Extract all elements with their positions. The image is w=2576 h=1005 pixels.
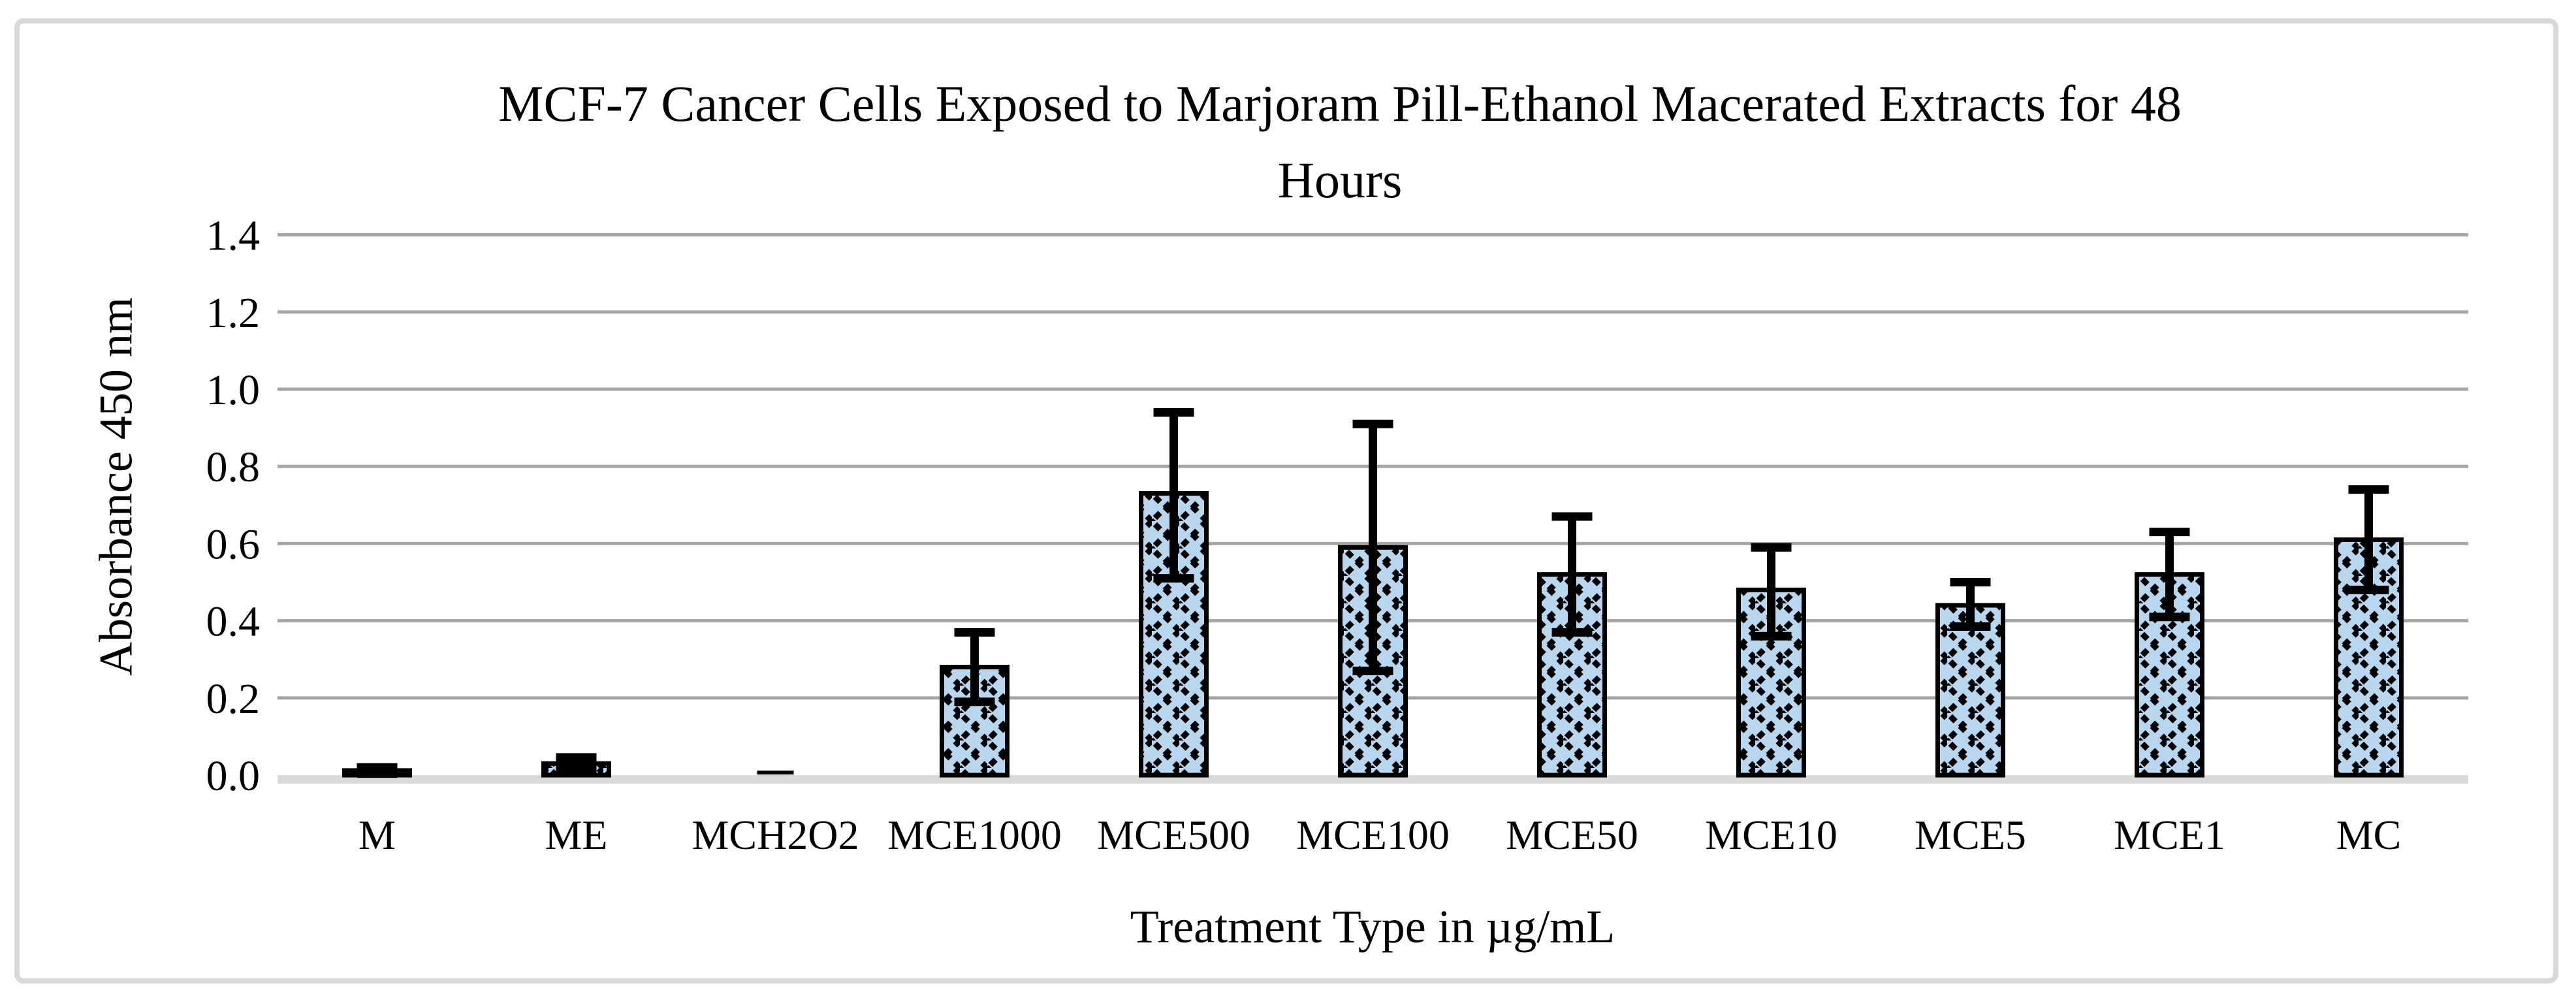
chart-title-line2: Hours: [1277, 152, 1403, 208]
y-tick-label: 0.6: [206, 520, 261, 568]
gridline: [278, 310, 2468, 314]
x-tick-label: MC: [2336, 812, 2402, 858]
x-tick-label: M: [358, 812, 396, 858]
chart-title: MCF-7 Cancer Cells Exposed to Marjoram P…: [341, 65, 2339, 218]
x-tick-label: MCH2O2: [692, 812, 859, 858]
error-bars: [357, 407, 2389, 778]
x-tick-label: MCE10: [1705, 812, 1837, 858]
y-tick-label: 1.0: [206, 366, 261, 414]
y-tick-label: 0.2: [206, 675, 261, 723]
x-tick-label: MCE5: [1915, 812, 2026, 858]
y-tick-label: 0.0: [206, 752, 261, 800]
x-axis-title: Treatment Type in µg/mL: [1130, 901, 1615, 953]
chart-border: [14, 18, 2558, 983]
x-tick-label: MCE500: [1097, 812, 1250, 858]
x-tick-label: MCE100: [1296, 812, 1450, 858]
axis-tick-labels: 0.0 0.2 0.4 0.6 0.8 1.0 1.2 1.4 M ME MCH2O2 MCE1000…: [206, 212, 2402, 858]
x-tick-label: MCE1: [2114, 812, 2225, 858]
y-tick-label: 0.8: [206, 443, 261, 491]
gridline: [278, 387, 2468, 391]
x-tick-label: MCE50: [1506, 812, 1638, 858]
x-axis-baseline: [278, 775, 2468, 784]
y-tick-label: 1.4: [206, 212, 261, 260]
y-tick-label: 0.4: [206, 598, 261, 646]
bar: [757, 771, 794, 774]
bar: [1935, 603, 2005, 778]
chart-title-line1: MCF-7 Cancer Cells Exposed to Marjoram P…: [498, 75, 2182, 132]
x-tick-label: MCE1000: [887, 812, 1062, 858]
gridline: [278, 233, 2468, 237]
y-tick-label: 1.2: [206, 289, 261, 337]
x-tick-label: ME: [545, 812, 608, 858]
